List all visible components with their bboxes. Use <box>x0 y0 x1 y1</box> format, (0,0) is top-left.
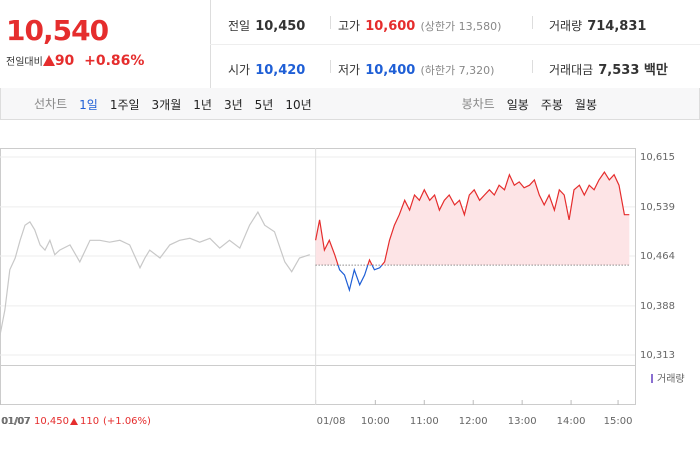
tab[interactable]: 3개월 <box>151 98 182 112</box>
change-label: 전일대비 <box>6 57 43 68</box>
price-line <box>0 210 310 336</box>
x-tick-label: 10:00 <box>361 416 390 427</box>
stat-label: 전일 <box>228 19 251 33</box>
x-tick-label: 15:00 <box>604 416 633 427</box>
x-tick-label: 12:00 <box>459 416 488 427</box>
tab-bar: 선차트 1일 1주일 3개월 1년 3년 5년 10년 봉차트 일봉 주봉 월봉 <box>0 88 700 120</box>
stat: 시가 10,420 <box>228 59 305 78</box>
up-icon <box>42 55 55 66</box>
stat: 고가 10,600 (상한가 13,580) <box>338 15 501 34</box>
header: 10,540 전일대비 90 +0.86% 전일 10,450 고가 10,600… <box>0 0 700 89</box>
y-tick-label: 10,615 <box>640 152 675 163</box>
tab[interactable]: 3년 <box>223 98 243 112</box>
x-tick-label: 14:00 <box>557 416 586 427</box>
x-tick-label: 13:00 <box>508 416 537 427</box>
x-tick-label: 01/08 <box>317 416 346 427</box>
y-tick-label: 10,388 <box>640 301 675 312</box>
hover-price: 10,450 <box>34 416 69 427</box>
divider <box>210 44 700 45</box>
stat-label: 거래량 <box>549 19 583 33</box>
tab[interactable]: 1일 <box>79 98 98 112</box>
tab-group-label: 선차트 <box>34 97 68 111</box>
stat: 거래량 714,831 <box>549 15 646 34</box>
stat: 거래대금 7,533 백만 <box>549 59 668 78</box>
tab[interactable]: 주봉 <box>540 98 563 112</box>
legend-label: 거래량 <box>657 373 685 385</box>
stat-label: 거래대금 <box>549 63 594 77</box>
tab-group: 1일 1주일 3개월 1년 3년 5년 10년 <box>79 94 324 113</box>
tab[interactable]: 1주일 <box>109 98 140 112</box>
tab[interactable]: 10년 <box>285 98 312 112</box>
chart: 거래량 01/07 10,450 110 (+1.06%) 10,615 10,539 1… <box>0 148 685 429</box>
stat-value: 7,533 백만 <box>598 63 668 78</box>
tab-group: 일봉 주봉 월봉 <box>507 94 609 113</box>
area-fill <box>315 172 630 266</box>
stat: 전일 10,450 <box>228 15 305 34</box>
stat-label: 저가 <box>338 63 361 77</box>
legend-swatch <box>651 374 653 383</box>
stat-value: 10,400 <box>365 63 416 78</box>
y-tick-label: 10,539 <box>640 202 675 213</box>
stat: 저가 10,400 (하한가 7,320) <box>338 59 494 78</box>
up-icon <box>70 418 78 425</box>
divider <box>532 60 533 73</box>
plot-frame <box>0 148 636 405</box>
price-line-below <box>337 265 383 293</box>
tab[interactable]: 일봉 <box>506 98 529 112</box>
stat-value: 10,420 <box>255 63 306 78</box>
tab[interactable]: 5년 <box>254 98 274 112</box>
tab[interactable]: 1년 <box>193 98 212 112</box>
change-pct: +0.86% <box>84 53 145 69</box>
x-tick-label: 01/07 <box>1 416 30 427</box>
stat-label: 고가 <box>338 19 361 33</box>
hover-date: 01/07 <box>2 416 31 427</box>
tab[interactable]: 월봉 <box>574 98 597 112</box>
stat-value: 714,831 <box>587 19 647 34</box>
stat-note: (하한가 7,320) <box>420 64 495 77</box>
price: 10,540 <box>6 14 109 47</box>
price-line <box>315 171 630 266</box>
y-tick-label: 10,464 <box>640 251 675 262</box>
hover-info: 01/07 10,450 110 (+1.06%) <box>0 413 170 429</box>
hover-change: 110 <box>80 416 99 427</box>
change-row: 전일대비 90 +0.86% <box>6 53 144 69</box>
x-tick-label: 11:00 <box>410 416 439 427</box>
divider <box>330 60 331 73</box>
stat-value: 10,450 <box>255 19 306 34</box>
stat-note: (상한가 13,580) <box>420 20 502 33</box>
y-tick-label: 10,313 <box>640 350 675 361</box>
stat-label: 시가 <box>228 63 251 77</box>
tab-group-label: 봉차트 <box>461 97 495 111</box>
divider <box>532 16 533 29</box>
change: 90 <box>54 53 75 69</box>
stat-value: 10,600 <box>365 19 416 34</box>
hover-bg <box>0 413 170 429</box>
divider <box>330 16 331 29</box>
hover-pct: (+1.06%) <box>103 416 151 427</box>
